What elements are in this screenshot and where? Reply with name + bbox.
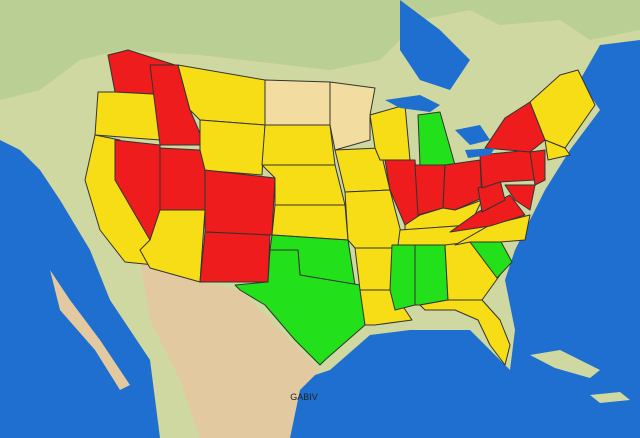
baja	[50, 270, 130, 390]
state	[139, 209, 206, 283]
state	[529, 149, 546, 186]
hudson-bay	[400, 0, 470, 90]
state	[204, 169, 276, 236]
state	[199, 119, 266, 176]
state	[261, 124, 336, 166]
state	[504, 184, 536, 211]
great-lakes	[385, 95, 495, 158]
state	[414, 244, 449, 306]
state	[359, 289, 413, 326]
state	[442, 159, 483, 211]
caribbean	[530, 350, 630, 403]
state	[329, 81, 376, 151]
state	[199, 231, 271, 283]
state	[264, 79, 331, 126]
states	[84, 49, 596, 366]
state	[419, 299, 511, 366]
state	[389, 244, 416, 311]
state	[449, 194, 526, 233]
state	[159, 147, 206, 211]
state	[149, 64, 206, 146]
state	[234, 249, 366, 366]
state	[544, 139, 571, 161]
state	[414, 164, 446, 216]
state	[354, 247, 396, 291]
canada	[0, 0, 640, 100]
mexico	[140, 260, 320, 438]
place-label: GABIV	[290, 392, 318, 402]
state	[271, 204, 349, 241]
